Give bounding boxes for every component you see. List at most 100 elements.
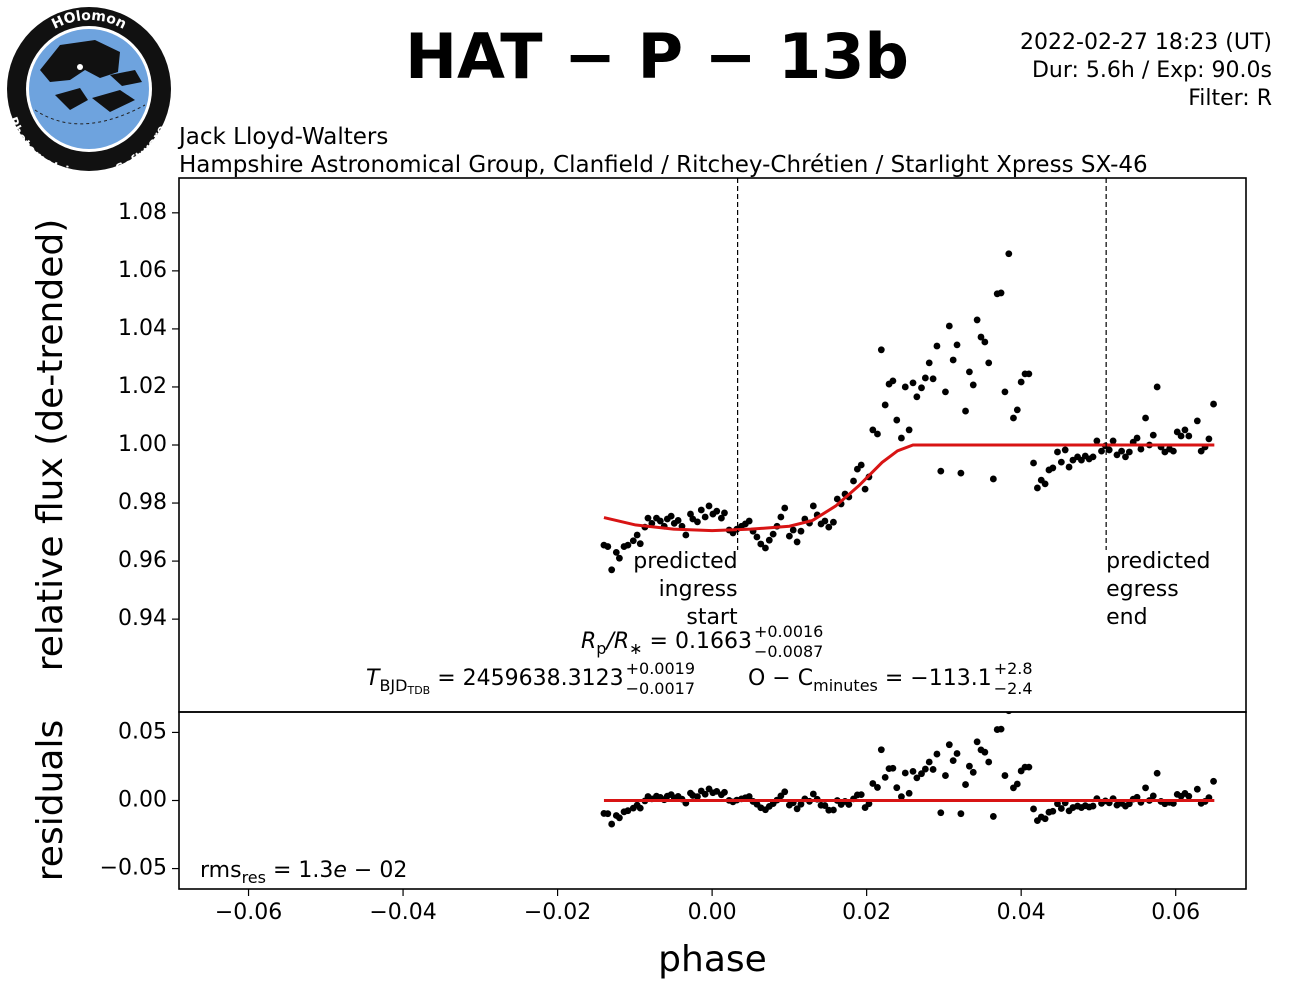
math: = 1.3 bbox=[266, 858, 333, 883]
data-point bbox=[918, 770, 925, 778]
data-point bbox=[1109, 437, 1117, 445]
data-point bbox=[833, 495, 841, 503]
y-tick-label: 1.04 bbox=[118, 316, 167, 341]
logo-star bbox=[77, 64, 83, 70]
math: = −113.1 bbox=[878, 666, 992, 691]
data-point bbox=[1177, 432, 1185, 440]
data-point bbox=[694, 518, 701, 526]
data-point bbox=[901, 383, 909, 391]
y-tick-label: 1.02 bbox=[118, 374, 167, 399]
data-point bbox=[785, 532, 793, 540]
data-point bbox=[697, 506, 705, 514]
data-point bbox=[909, 767, 917, 775]
data-point bbox=[1125, 448, 1133, 456]
data-point bbox=[1057, 458, 1065, 466]
data-point bbox=[821, 517, 829, 525]
predicted-label: ingress bbox=[659, 577, 738, 602]
x-tick-label: 0.00 bbox=[688, 900, 737, 925]
observatory: Hampshire Astronomical Group, Clanfield … bbox=[179, 152, 1148, 178]
data-point bbox=[1089, 453, 1097, 461]
data-point bbox=[674, 517, 682, 524]
data-point bbox=[797, 800, 805, 808]
data-point bbox=[713, 507, 721, 515]
data-point bbox=[745, 517, 753, 525]
data-point bbox=[1185, 792, 1193, 800]
data-point bbox=[969, 768, 977, 776]
data-point bbox=[997, 289, 1005, 297]
data-point bbox=[962, 781, 969, 788]
data-point bbox=[615, 554, 623, 562]
data-point bbox=[957, 469, 965, 477]
predicted-label: egress bbox=[1106, 577, 1179, 602]
data-point bbox=[624, 807, 632, 815]
axes-frame bbox=[178, 711, 1247, 890]
data-point bbox=[1125, 800, 1133, 808]
data-point bbox=[898, 434, 905, 442]
data-point bbox=[1030, 459, 1037, 467]
data-point bbox=[1001, 388, 1009, 396]
y-tick-label: 0.96 bbox=[118, 548, 167, 573]
data-point bbox=[1181, 426, 1189, 434]
data-point bbox=[1093, 437, 1101, 445]
data-point bbox=[608, 566, 616, 574]
data-point bbox=[962, 407, 969, 415]
data-point bbox=[765, 536, 773, 544]
data-point bbox=[721, 509, 728, 517]
info-line: 2022-02-27 18:23 (UT) bbox=[1020, 30, 1272, 55]
data-point bbox=[889, 764, 897, 772]
data-point bbox=[777, 513, 785, 521]
data-point bbox=[925, 359, 933, 367]
data-point bbox=[861, 485, 869, 493]
math: minutes bbox=[813, 676, 878, 695]
y-tick-label: 0.05 bbox=[118, 719, 167, 744]
data-point bbox=[1149, 431, 1157, 439]
data-point bbox=[1013, 406, 1021, 414]
data-point bbox=[921, 374, 929, 382]
data-point bbox=[949, 356, 957, 364]
data-point bbox=[889, 377, 897, 385]
math: T bbox=[366, 666, 381, 691]
observer: Jack Lloyd-Walters bbox=[177, 124, 388, 150]
annotation: rmsres = 1.3e − 02 bbox=[200, 858, 407, 887]
data-point bbox=[913, 393, 921, 401]
math: = 2459638.3123 bbox=[430, 666, 623, 691]
lower-error: −0.0017 bbox=[626, 679, 695, 698]
data-point bbox=[921, 765, 929, 773]
y-tick-label: 0.98 bbox=[118, 490, 167, 515]
data-point bbox=[721, 788, 728, 796]
data-point bbox=[973, 738, 981, 746]
data-point bbox=[1005, 712, 1012, 715]
data-point bbox=[1025, 370, 1033, 378]
data-point bbox=[850, 477, 857, 485]
data-point bbox=[989, 475, 997, 483]
data-point bbox=[682, 531, 690, 539]
data-point bbox=[821, 802, 829, 809]
data-point bbox=[644, 514, 652, 522]
data-point bbox=[898, 793, 905, 801]
math: TDB bbox=[406, 684, 430, 697]
data-point bbox=[1041, 815, 1049, 823]
lower-error: −2.4 bbox=[994, 679, 1033, 698]
plot-area bbox=[600, 712, 1217, 828]
data-point bbox=[981, 748, 989, 756]
y-tick-label: 1.06 bbox=[118, 258, 167, 283]
data-point bbox=[825, 523, 833, 531]
data-point bbox=[830, 518, 837, 526]
annotation: Rp/R∗ = 0.1663 bbox=[581, 629, 752, 658]
x-tick-label: 0.06 bbox=[1151, 900, 1200, 925]
data-point bbox=[1033, 484, 1041, 492]
data-point bbox=[942, 388, 949, 396]
data-point bbox=[757, 540, 765, 548]
data-point bbox=[615, 814, 623, 822]
data-point bbox=[1142, 784, 1149, 792]
data-point bbox=[656, 517, 664, 525]
math: /R bbox=[604, 629, 629, 654]
data-point bbox=[857, 791, 865, 799]
data-point bbox=[909, 379, 917, 387]
data-point bbox=[1118, 447, 1126, 455]
data-point bbox=[945, 322, 953, 330]
info-line: Filter: R bbox=[1188, 86, 1272, 111]
data-point bbox=[809, 502, 817, 510]
data-point bbox=[604, 810, 612, 818]
annotation: TBJDTDB = 2459638.3123 bbox=[366, 666, 624, 697]
